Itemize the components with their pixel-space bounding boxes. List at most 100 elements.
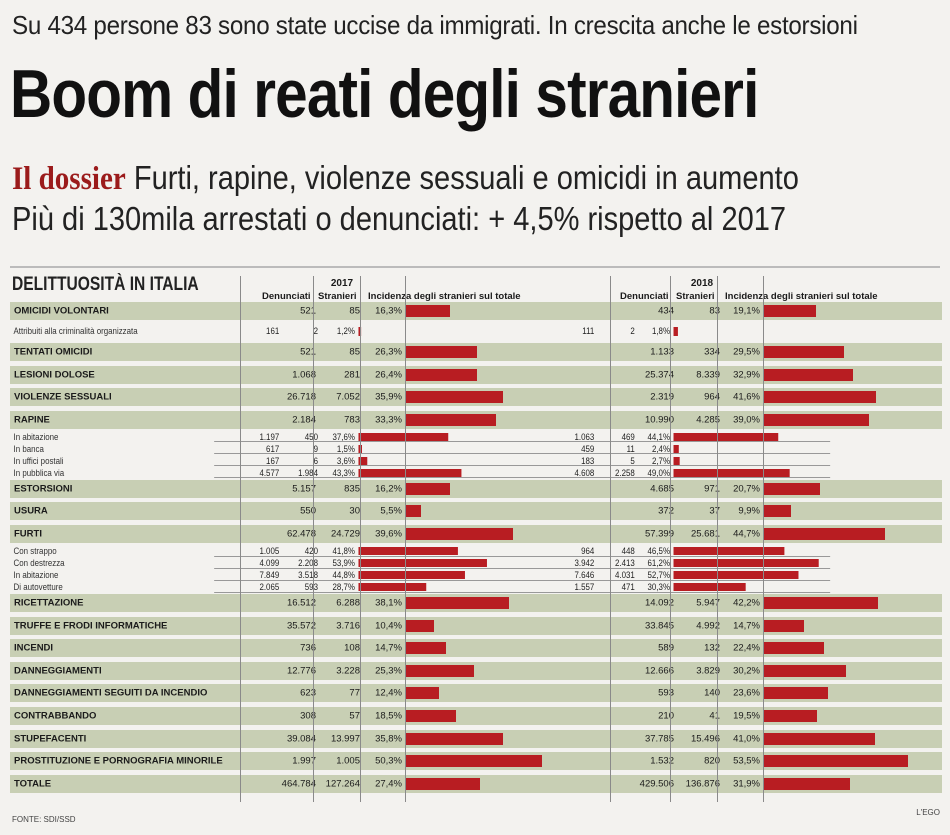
incidenza-2018: 19,1%	[733, 305, 760, 317]
denunciati-2018: 4.685	[650, 483, 674, 495]
subheadline: Il dossier Furti, rapine, violenze sessu…	[12, 158, 830, 239]
incidenza-2017: 33,3%	[375, 414, 402, 426]
stranieri-2017: 1.984	[298, 468, 318, 479]
column-divider	[360, 276, 361, 802]
row-label: DANNEGGIAMENTI	[14, 665, 102, 677]
stranieri-2017: 85	[349, 346, 360, 358]
incidenza-bar-2017	[406, 664, 475, 677]
incidenza-2018: 14,7%	[733, 620, 760, 632]
stranieri-2017: 450	[304, 432, 318, 443]
denunciati-2017: 39.084	[286, 733, 316, 745]
denunciati-2017: 12.776	[286, 665, 316, 677]
incidenza-2017: 44,8%	[332, 570, 355, 581]
row-label: Di autovetture	[13, 582, 63, 593]
table-row: In pubblica via 4.577 1.984 43,3% 4.608 2.258…	[10, 468, 831, 479]
stranieri-2017: 593	[304, 582, 318, 593]
incidenza-bar-2018	[764, 755, 909, 768]
incidenza-bar-2018	[673, 583, 746, 592]
table-row: INCENDI 736 108 14,7% 589 132 22,4%	[10, 639, 942, 658]
denunciati-2017: 16.512	[286, 597, 316, 609]
stranieri-2018: 2.258	[614, 468, 635, 479]
row-label: DANNEGGIAMENTI SEGUITI DA INCENDIO	[14, 687, 208, 699]
denunciati-2018: 4.608	[574, 468, 595, 479]
row-label: In banca	[13, 444, 44, 455]
stranieri-2017: 1.005	[336, 755, 360, 767]
incidenza-bar-2018	[764, 664, 846, 677]
stranieri-2017: 7.052	[336, 391, 360, 403]
incidenza-2018: 2,4%	[651, 444, 670, 455]
denunciati-2018: 1.133	[650, 346, 674, 358]
denunciati-2017: 623	[300, 687, 316, 699]
row-label: STUPEFACENTI	[14, 733, 87, 745]
denunciati-2018: 33.845	[644, 620, 674, 632]
denunciati-2017: 26.718	[286, 391, 316, 403]
incidenza-2018: 30,3%	[647, 582, 670, 593]
incidenza-bar-2018	[764, 391, 877, 404]
stranieri-2018: 25.681	[690, 528, 720, 540]
row-label: INCENDI	[14, 642, 54, 654]
row-label: In pubblica via	[13, 468, 65, 479]
col-stranieri-2018: Stranieri	[676, 291, 715, 302]
row-label: In abitazione	[13, 432, 59, 443]
incidenza-bar-2017	[406, 597, 509, 609]
stranieri-2018: 4.285	[696, 414, 720, 426]
incidenza-bar-2018	[764, 482, 820, 495]
stranieri-2018: 15.496	[690, 733, 720, 745]
table-row: In abitazione 7.849 3.518 44,8% 7.646 4.031 52…	[10, 570, 831, 581]
denunciati-2018: 1.557	[574, 582, 595, 593]
incidenza-2017: 25,3%	[375, 665, 402, 677]
source-note: FONTE: SDI/SSD	[12, 815, 76, 824]
incidenza-2017: 5,5%	[380, 505, 402, 517]
incidenza-2017: 26,3%	[375, 346, 402, 358]
denunciati-2018: 589	[658, 642, 674, 654]
table-row: In uffici postali 167 6 3,6% 183 5 2,7%	[10, 456, 831, 467]
incidenza-2018: 53,5%	[733, 755, 760, 767]
stranieri-2018: 2.413	[614, 558, 635, 569]
year-2018: 2018	[690, 278, 714, 289]
table-row: In banca 617 9 1,5% 459 11 2,4%	[10, 444, 831, 455]
denunciati-2018: 459	[581, 444, 595, 455]
incidenza-2018: 29,5%	[733, 346, 760, 358]
table-row: OMICIDI VOLONTARI 521 85 16,3% 434 83 19,1%	[10, 302, 942, 320]
incidenza-2017: 1,2%	[336, 326, 355, 336]
incidenza-bar-2018	[764, 505, 791, 518]
column-divider	[405, 276, 406, 802]
denunciati-2018: 14.092	[644, 597, 674, 609]
incidenza-bar-2018	[764, 619, 804, 632]
denunciati-2017: 4.099	[259, 558, 280, 569]
denunciati-2017: 35.572	[286, 620, 316, 632]
incidenza-2017: 35,8%	[375, 733, 402, 745]
row-label: Con destrezza	[13, 558, 65, 569]
incidenza-bar-2017	[406, 413, 496, 426]
table-row: In abitazione 1.197 450 37,6% 1.063 469 44,1%	[10, 432, 831, 443]
stranieri-2017: 3.228	[336, 665, 360, 677]
incidenza-2017: 43,3%	[332, 468, 355, 479]
stranieri-2017: 3.518	[298, 570, 318, 581]
stranieri-2018: 41	[709, 710, 720, 722]
incidenza-bar-2018	[764, 413, 870, 426]
incidenza-2018: 41,0%	[733, 733, 760, 745]
incidenza-bar-2017	[358, 433, 448, 442]
denunciati-2017: 308	[300, 710, 316, 722]
table-row: RAPINE 2.184 783 33,3% 10.990 4.285 39,0%	[10, 410, 942, 429]
incidenza-2017: 37,6%	[332, 432, 355, 443]
incidenza-2018: 41,6%	[733, 391, 760, 403]
incidenza-2018: 44,1%	[647, 432, 670, 443]
denunciati-2018: 429.506	[639, 778, 674, 790]
col-incidenza-2017: Incidenza degli stranieri sul totale	[368, 291, 521, 302]
stranieri-2018: 136.876	[685, 778, 720, 790]
col-denunciati-2018: Denunciati	[620, 291, 669, 302]
table-title: DELITTUOSITÀ IN ITALIA	[12, 274, 199, 295]
denunciati-2017: 7.849	[259, 570, 280, 581]
denunciati-2017: 521	[300, 305, 316, 317]
denunciati-2018: 434	[658, 305, 674, 317]
incidenza-bar-2018	[673, 559, 819, 568]
stranieri-2018: 83	[709, 305, 720, 317]
denunciati-2018: 210	[658, 710, 674, 722]
denunciati-2018: 593	[658, 687, 674, 699]
denunciati-2017: 62.478	[286, 528, 316, 540]
incidenza-2018: 22,4%	[733, 642, 760, 654]
table-row: Di autovetture 2.065 593 28,7% 1.557 471 30,3%	[10, 582, 831, 593]
col-denunciati-2017: Denunciati	[262, 291, 311, 302]
